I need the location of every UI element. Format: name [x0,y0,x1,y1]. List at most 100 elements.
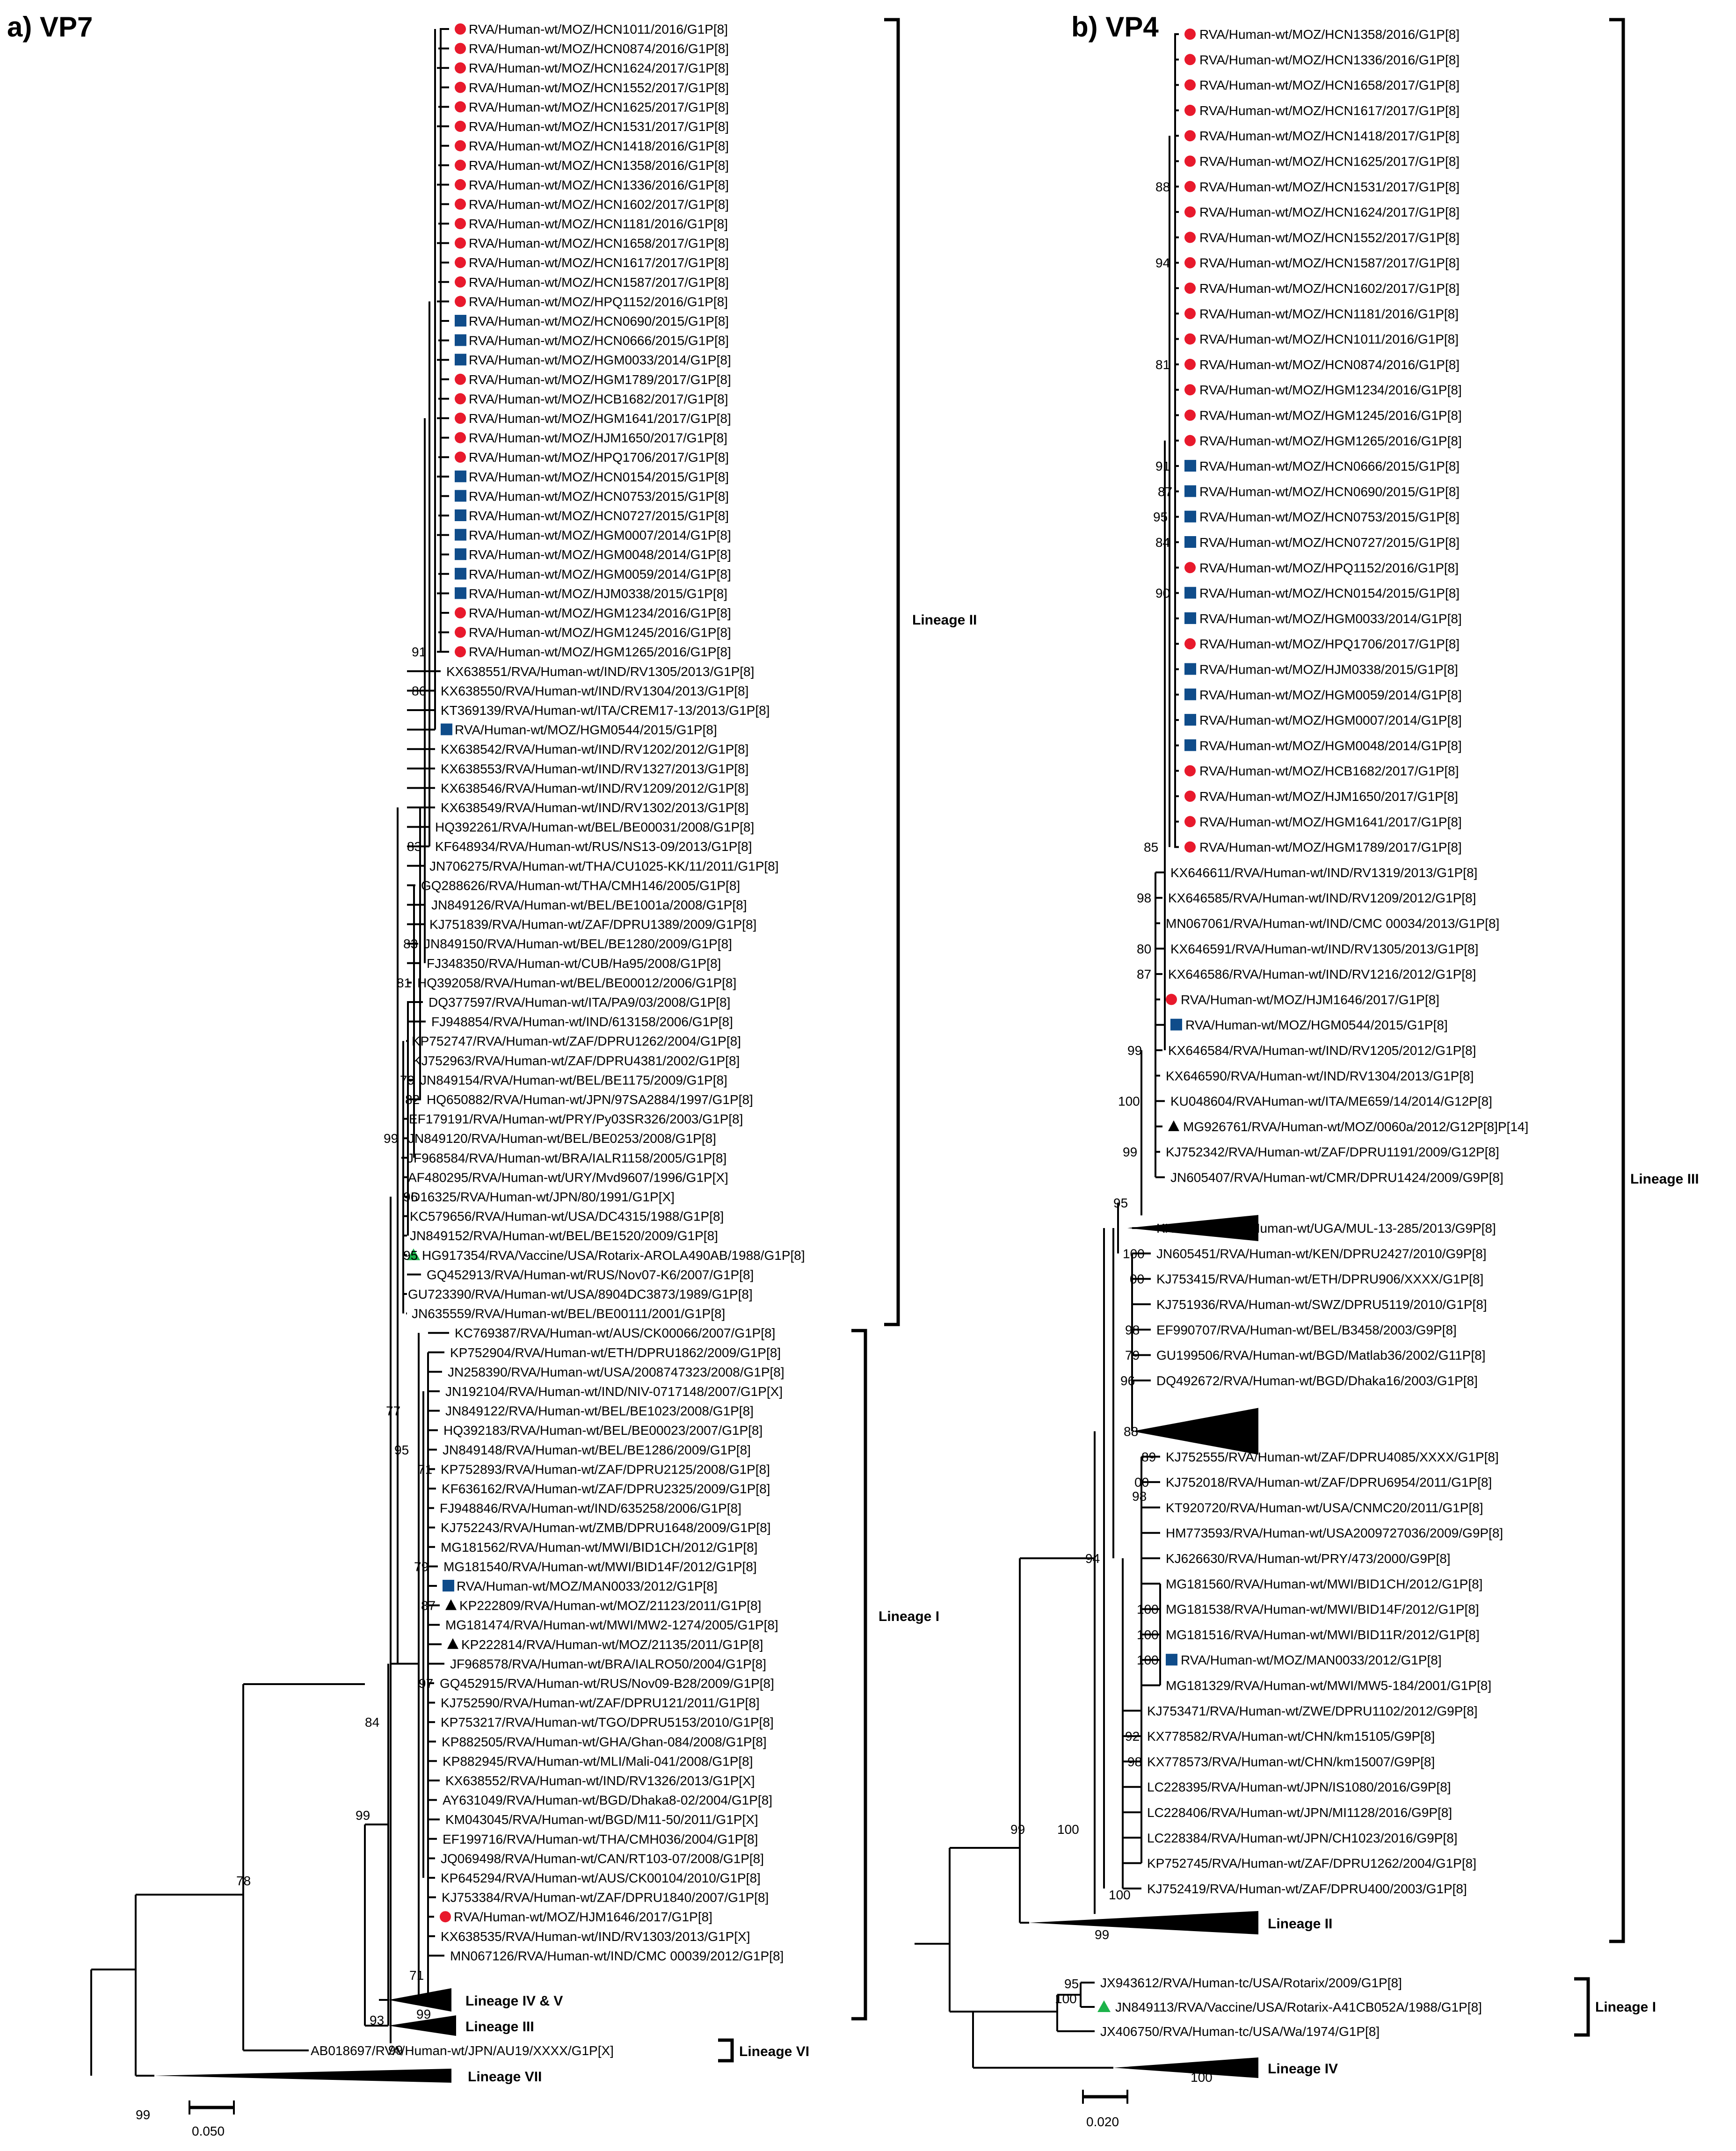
taxon-label: RVA/Human-wt/MOZ/MAN0033/2012/G1P[8] [457,1579,718,1593]
blue-square-icon [1184,510,1196,523]
taxon-label: KX638549/RVA/Human-wt/IND/RV1302/2013/G1… [441,800,748,815]
taxon-label: JN849122/RVA/Human-wt/BEL/BE1023/2008/G1… [445,1404,754,1418]
taxon-label: KX646586/RVA/Human-wt/IND/RV1216/2012/G1… [1168,967,1476,981]
taxon-label: HG917354/RVA/Vaccine/USA/Rotarix-AROLA49… [422,1248,805,1263]
taxon-label: RVA/Human-wt/MOZ/HCN1552/2017/G1P[8] [1199,230,1460,245]
red-circle-icon [1184,409,1196,421]
taxon-label: RVA/Human-wt/MOZ/HJM0338/2015/G1P[8] [469,586,727,601]
blue-square-icon [1170,1018,1182,1031]
red-circle-icon [1184,232,1196,243]
panel-title: a) VP7 [7,11,93,43]
taxon-label: HQ392183/RVA/Human-wt/BEL/BE00023/2007/G… [443,1423,763,1438]
taxon-label: KX646590/RVA/Human-wt/IND/RV1304/2013/G1… [1166,1068,1474,1083]
red-circle-icon [1184,181,1196,192]
taxon-label: RVA/Human-wt/MOZ/HGM1234/2016/G1P[8] [1199,383,1462,397]
bootstrap-value: 83 [403,937,418,951]
bootstrap-value: 94 [1155,256,1170,270]
blue-square-icon [455,315,466,327]
taxon-label: AB018697/RVA/Human-wt/JPN/AU19/XXXX/G1P[… [311,2043,614,2058]
taxon-label: KJ752419/RVA/Human-wt/ZAF/DPRU400/2003/G… [1147,1882,1467,1896]
taxon-label: RVA/Human-wt/MOZ/HCN0727/2015/G1P[8] [1199,535,1460,550]
taxon-label: RVA/Human-wt/MOZ/HGM0048/2014/G1P[8] [1199,738,1462,753]
taxon-label: GU723390/RVA/Human-wt/USA/8904DC3873/198… [408,1287,753,1301]
scale-bar-label: 0.050 [192,2124,225,2138]
taxon-label: RVA/Human-wt/MOZ/HGM1265/2016/G1P[8] [1199,434,1462,448]
blue-square-icon [455,354,466,366]
bootstrap-value: 71 [409,1968,424,1983]
taxon-label: RVA/Human-wt/MOZ/HCN1587/2017/G1P[8] [469,275,729,290]
red-circle-icon [455,373,466,385]
blue-square-icon [1184,714,1196,726]
taxon-label: RVA/Human-wt/MOZ/HGM1789/2017/G1P[8] [1199,840,1462,855]
lineage-label: Lineage II [912,612,977,628]
blue-square-icon [455,587,466,599]
taxon-label: KJ752342/RVA/Human-wt/ZAF/DPRU1191/2009/… [1166,1145,1499,1159]
taxon-label: RVA/Human-wt/MOZ/HCN1625/2017/G1P[8] [469,100,729,114]
red-circle-icon [455,432,466,443]
taxon-label: KP752904/RVA/Human-wt/ETH/DPRU1862/2009/… [450,1345,781,1360]
taxon-label: RVA/Human-wt/MOZ/HCN1552/2017/G1P[8] [469,80,729,95]
taxon-label: RVA/Human-wt/MOZ/HCN1625/2017/G1P[8] [1199,154,1460,169]
bootstrap-value: 99 [356,1808,370,1823]
taxon-label: RVA/Human-wt/MOZ/HJM0338/2015/G1P[8] [1199,662,1458,677]
red-circle-icon [455,179,466,190]
taxon-label: RVA/Human-wt/MOZ/HCN0874/2016/G1P[8] [1199,357,1460,372]
bootstrap-value: 88 [1155,180,1170,194]
red-circle-icon [455,140,466,152]
red-circle-icon [455,413,466,424]
bootstrap-value: 99 [1123,1145,1137,1159]
red-circle-icon [455,276,466,288]
taxon-label: RVA/Human-wt/MOZ/HGM1245/2016/G1P[8] [469,625,731,640]
bootstrap-value: 95 [394,1443,409,1457]
lineage-bracket [1574,1977,1590,2037]
taxon-label: RVA/Human-wt/MOZ/HCB1682/2017/G1P[8] [1199,764,1459,778]
bootstrap-value: 00 [1134,1475,1149,1490]
red-circle-icon [455,81,466,93]
bootstrap-value: 99 [1127,1043,1142,1058]
bootstrap-value: 90 [1155,586,1170,601]
taxon-label: KX638550/RVA/Human-wt/IND/RV1304/2013/G1… [441,683,748,698]
panel-title: b) VP4 [1071,11,1159,43]
taxon-label: EF990707/RVA/Human-wt/BEL/B3458/2003/G9P… [1156,1323,1457,1337]
blue-square-icon [1184,536,1196,548]
taxon-label: JN605451/RVA/Human-wt/KEN/DPRU2427/2010/… [1156,1246,1487,1261]
bootstrap-value: 84 [1155,535,1170,550]
bootstrap-value: 100 [1137,1653,1159,1667]
taxon-label: RVA/Human-wt/MOZ/HGM0033/2014/G1P[8] [469,353,731,367]
bootstrap-value: 100 [1109,1888,1131,1902]
taxon-label: RVA/Human-wt/MOZ/HJM1646/2017/G1P[8] [1181,992,1439,1007]
taxon-label: KJ751936/RVA/Human-wt/SWZ/DPRU5119/2010/… [1156,1297,1487,1312]
red-circle-icon [1184,29,1196,40]
taxon-label: RVA/Human-wt/MOZ/HJM1650/2017/G1P[8] [469,431,727,445]
taxon-label: KP882505/RVA/Human-wt/GHA/Ghan-084/2008/… [442,1735,767,1749]
taxon-label: KP752745/RVA/Human-wt/ZAF/DPRU1262/2004/… [1147,1856,1476,1871]
taxon-label: RVA/Human-wt/MOZ/MAN0033/2012/G1P[8] [1181,1653,1442,1667]
taxon-label: AF480295/RVA/Human-wt/URY/Mvd9607/1996/G… [408,1170,728,1185]
taxon-label: RVA/Human-wt/MOZ/HCN1181/2016/G1P[8] [1199,306,1459,321]
bootstrap-value: 100 [1055,1991,1077,2006]
taxon-label: KC769387/RVA/Human-wt/AUS/CK00066/2007/G… [455,1326,775,1340]
lineage-label: Lineage III [465,2019,534,2035]
red-circle-icon [455,237,466,249]
blue-square-icon [443,1580,454,1591]
taxon-label: KP222814/RVA/Human-wt/MOZ/21135/2011/G1P… [461,1637,763,1652]
bootstrap-value: 99 [388,2043,403,2057]
taxon-label: RVA/Human-wt/MOZ/HCN0154/2015/G1P[8] [469,470,729,484]
bootstrap-value: 98 [1132,1489,1147,1504]
taxon-label: RVA/Human-wt/MOZ/HGM1641/2017/G1P[8] [469,411,731,426]
taxon-label: KX638552/RVA/Human-wt/IND/RV1326/2013/G1… [445,1773,755,1788]
red-circle-icon [455,23,466,35]
taxon-label: RVA/Human-wt/MOZ/HCN1658/2017/G1P[8] [469,236,729,251]
bootstrap-value: 79 [414,1559,429,1574]
red-circle-icon [1184,841,1196,853]
taxon-label: LC228384/RVA/Human-wt/JPN/CH1023/2016/G9… [1147,1831,1458,1845]
taxon-label: RVA/Human-wt/MOZ/HCB1682/2017/G1P[8] [469,392,728,406]
blue-square-icon [1184,587,1196,599]
taxon-label: FJ948854/RVA/Human-wt/IND/613158/2006/G1… [431,1015,733,1029]
taxon-label: RVA/Human-wt/MOZ/HGM0059/2014/G1P[8] [1199,688,1462,702]
taxon-label: KP753217/RVA/Human-wt/TGO/DPRU5153/2010/… [441,1715,774,1730]
black-triangle-icon [1168,1120,1179,1131]
bootstrap-value: 91 [1155,459,1170,473]
taxon-label: RVA/Human-wt/MOZ/HGM0059/2014/G1P[8] [469,567,731,581]
taxon-label: RVA/Human-wt/MOZ/HCN0690/2015/G1P[8] [1199,484,1460,499]
